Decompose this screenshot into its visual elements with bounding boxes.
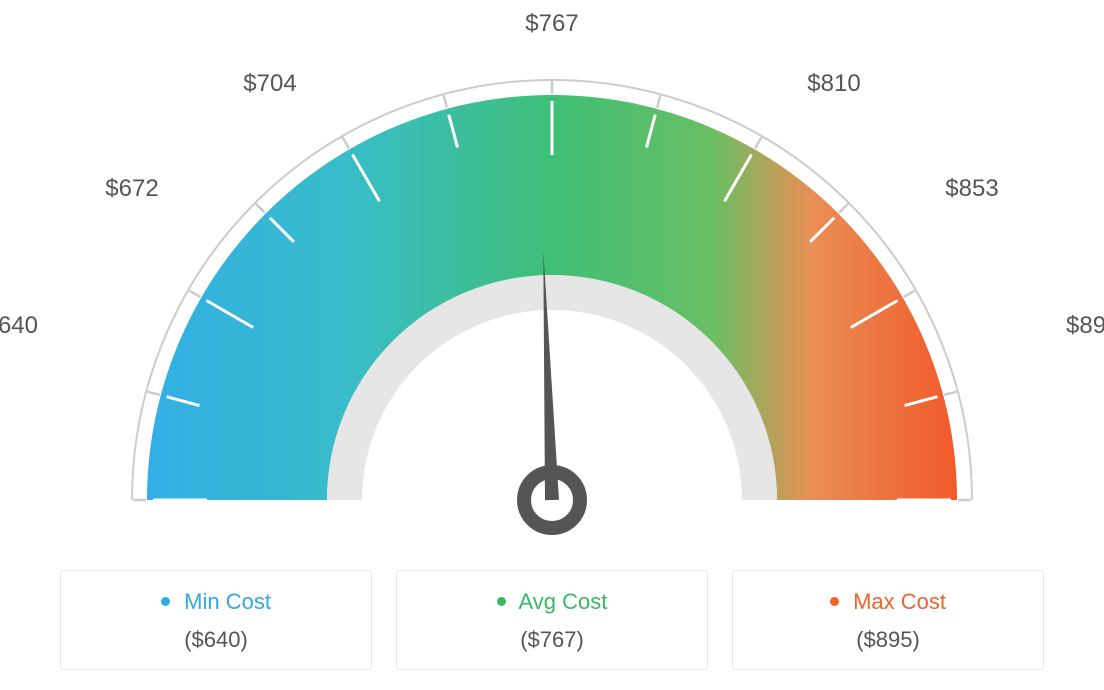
gauge-tick-label: $810 <box>804 70 864 98</box>
dot-icon <box>497 597 506 606</box>
legend-card-avg: Avg Cost ($767) <box>396 570 708 670</box>
legend-card-max: Max Cost ($895) <box>732 570 1044 670</box>
gauge-tick-label: $672 <box>102 175 162 203</box>
legend-max-label: Max Cost <box>853 589 946 614</box>
legend-avg-label: Avg Cost <box>519 589 608 614</box>
gauge-tick-label: $853 <box>942 175 1002 203</box>
gauge-tick-label: $640 <box>0 312 38 340</box>
legend-card-min: Min Cost ($640) <box>60 570 372 670</box>
legend-avg-value: ($767) <box>397 627 707 653</box>
legend-min-value: ($640) <box>61 627 371 653</box>
dot-icon <box>161 597 170 606</box>
legend-row: Min Cost ($640) Avg Cost ($767) Max Cost… <box>0 570 1104 670</box>
legend-min-label: Min Cost <box>184 589 271 614</box>
cost-gauge: $640 $672 $704 $767 $810 $853 $895 <box>0 0 1104 560</box>
legend-max-title: Max Cost <box>733 589 1043 615</box>
dot-icon <box>830 597 839 606</box>
gauge-tick-label: $767 <box>522 10 582 38</box>
legend-avg-title: Avg Cost <box>397 589 707 615</box>
gauge-tick-label: $704 <box>240 70 300 98</box>
gauge-tick-label: $895 <box>1066 312 1104 340</box>
legend-min-title: Min Cost <box>61 589 371 615</box>
legend-max-value: ($895) <box>733 627 1043 653</box>
